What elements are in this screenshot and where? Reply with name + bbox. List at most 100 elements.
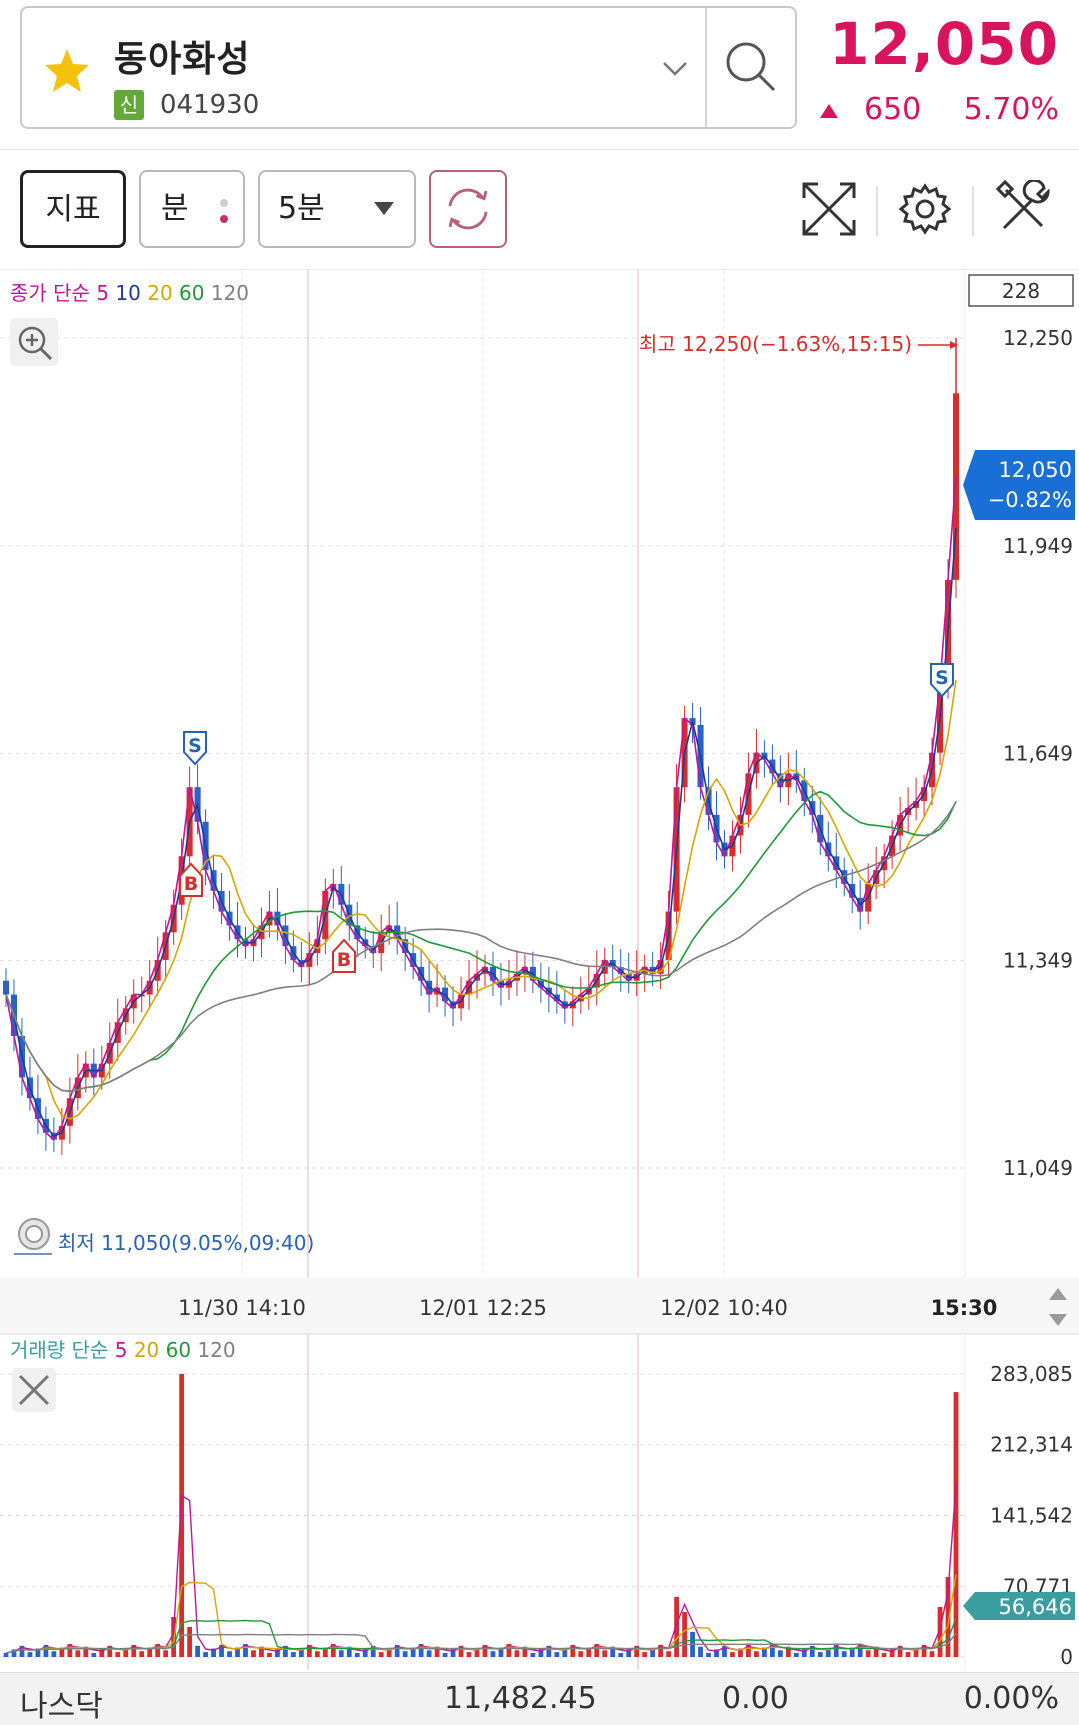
scroll-updown-icon[interactable] — [1049, 1288, 1067, 1326]
signal-label: S — [935, 667, 949, 689]
gear-icon[interactable] — [896, 180, 954, 238]
volume-bar — [554, 1652, 560, 1657]
volume-bar — [67, 1644, 73, 1657]
unit-button[interactable]: 분 — [139, 170, 245, 248]
zoom-in-icon[interactable] — [10, 318, 58, 366]
volume-bar — [889, 1649, 895, 1657]
volume-bar — [506, 1644, 512, 1657]
price-ma-legend: 종가 단순 5 10 20 60 120 — [10, 281, 249, 305]
signal-label: B — [184, 873, 198, 895]
chevron-down-icon[interactable] — [660, 53, 690, 83]
current-volume-tag — [963, 1592, 1075, 1620]
volume-bar — [314, 1651, 320, 1657]
count-box[interactable] — [968, 274, 1074, 307]
legend-period: 10 — [115, 281, 147, 305]
volume-moving-averages — [5, 1484, 957, 1654]
search-icon[interactable] — [722, 38, 780, 96]
volume-bar — [386, 1648, 392, 1657]
volume-bar — [658, 1644, 664, 1657]
volume-bar — [626, 1649, 632, 1657]
volume-bar — [498, 1647, 504, 1657]
chart-toolbar: 지표 분 5분 — [0, 150, 1079, 270]
volume-bar — [849, 1647, 855, 1657]
volume-bar — [370, 1645, 376, 1657]
volume-ma-line — [5, 1632, 957, 1654]
volume-bar — [298, 1648, 304, 1657]
fullscreen-icon[interactable] — [800, 180, 858, 238]
stock-name: 동아화성 — [114, 39, 251, 80]
star-favorite-icon[interactable] — [42, 46, 92, 96]
volume-bar — [913, 1648, 919, 1657]
index-value: 11,482.45 — [444, 1681, 597, 1716]
signal-marker: B — [332, 938, 356, 973]
price-tick-label: 12,250 — [1003, 326, 1073, 350]
volume-bar — [817, 1652, 823, 1657]
volume-bar — [402, 1651, 408, 1657]
ma-line — [5, 476, 957, 1141]
stock-code: 041930 — [160, 90, 260, 120]
volume-bar — [738, 1648, 743, 1657]
volume-bar — [602, 1650, 608, 1657]
volume-bar — [306, 1644, 312, 1657]
ma-line — [5, 790, 957, 1093]
volume-bar — [107, 1645, 113, 1657]
legend-period: 60 — [179, 281, 211, 305]
volume-bar — [91, 1653, 97, 1657]
interval-select[interactable]: 5분 — [258, 170, 416, 248]
volume-bar — [945, 1577, 951, 1657]
signal-label: S — [188, 735, 202, 757]
volume-bar — [490, 1651, 496, 1657]
stock-selector[interactable]: 동아화성 신 041930 — [20, 6, 797, 129]
refresh-button[interactable] — [429, 170, 507, 248]
signal-marker: B — [179, 862, 203, 897]
volume-bar — [769, 1644, 775, 1657]
volume-bar — [873, 1646, 879, 1657]
low-marker-icon — [14, 1218, 52, 1255]
signal-label: B — [337, 949, 351, 971]
volume-bar — [674, 1597, 679, 1657]
volume-bar — [746, 1644, 751, 1657]
high-price-label: 최고 12,250(−1.63%,15:15) — [639, 332, 912, 356]
volume-bar — [937, 1607, 943, 1657]
volume-bar — [650, 1648, 656, 1657]
volume-bar — [722, 1645, 727, 1657]
volume-bar — [179, 1374, 185, 1657]
tools-icon[interactable] — [994, 180, 1052, 238]
volume-bar — [777, 1650, 783, 1657]
price-change-rate: 5.70% — [963, 92, 1059, 127]
volume-bar — [27, 1652, 33, 1657]
volume-bar — [841, 1651, 847, 1657]
chart-area[interactable]: S B B S 종가 단순 5 10 20 60 120 거래량 단순 5 20 60… — [0, 270, 1079, 1670]
price-tick-label: 11,949 — [1003, 534, 1073, 558]
trade-signals: S B B S — [179, 663, 954, 973]
signal-marker: S — [930, 663, 954, 698]
x-tick-label: 12/02 10:40 — [660, 1296, 788, 1320]
x-axis-end-label: 15:30 — [931, 1296, 998, 1320]
close-icon[interactable] — [12, 1368, 56, 1412]
legend-period: 60 — [166, 1338, 198, 1362]
chart-svg[interactable]: S B B S 종가 단순 5 10 20 60 120 거래량 단순 5 20 60… — [0, 270, 1079, 1670]
index-ticker-bar[interactable]: 나스닥 11,482.45 0.00 0.00% — [0, 1672, 1079, 1725]
signal-shape — [930, 663, 954, 698]
volume-bar — [793, 1653, 799, 1657]
current-price-tag — [963, 450, 1075, 520]
index-name: 나스닥 — [20, 1689, 103, 1724]
indicator-button[interactable]: 지표 — [20, 170, 126, 248]
divider — [705, 8, 707, 127]
volume-bar — [833, 1644, 839, 1657]
index-rate: 0.00% — [963, 1681, 1059, 1716]
volume-bar — [346, 1646, 352, 1657]
volume-bar — [147, 1647, 153, 1657]
volume-bar — [458, 1645, 464, 1657]
refresh-icon — [448, 188, 488, 230]
volume-bar — [43, 1644, 49, 1657]
volume-bar — [211, 1648, 216, 1657]
volume-bar — [586, 1647, 592, 1657]
volume-bar — [881, 1653, 887, 1657]
price-tick-label: 11,649 — [1003, 741, 1073, 765]
legend-period: 5 — [96, 281, 115, 305]
legend-period: 120 — [211, 281, 249, 305]
volume-bar — [59, 1647, 65, 1657]
legend-prefix: 거래량 단순 — [10, 1338, 115, 1362]
volume-bar — [338, 1650, 344, 1657]
